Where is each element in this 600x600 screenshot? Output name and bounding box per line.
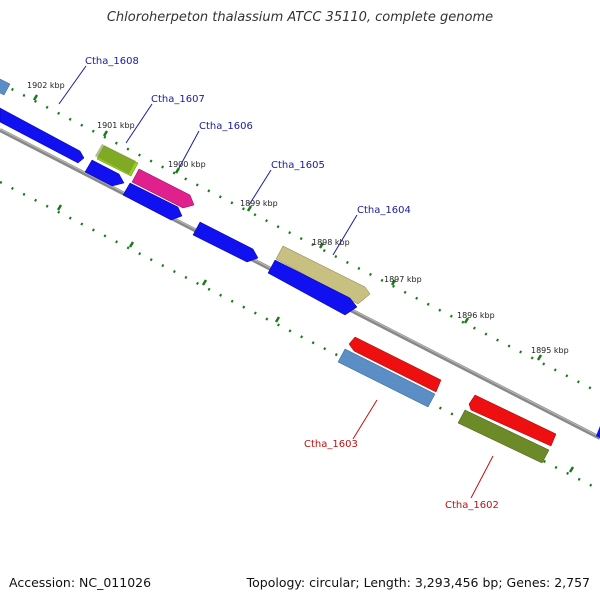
gene-label[interactable]: Ctha_1603 <box>304 439 358 450</box>
gene-feature[interactable] <box>0 107 85 164</box>
gene-label[interactable]: Ctha_1602 <box>445 500 499 511</box>
reverse-genes <box>84 159 600 464</box>
gene-label[interactable]: Ctha_1608 <box>85 56 139 67</box>
gene-feature[interactable] <box>468 394 557 447</box>
gene-feature[interactable] <box>596 426 600 438</box>
genome-stats-text: Topology: circular; Length: 3,293,456 bp… <box>246 575 590 590</box>
gene-feature[interactable] <box>84 159 125 187</box>
outer-major-ticks <box>32 94 543 361</box>
tick-label: 1900 kbp <box>168 160 206 169</box>
label-leaders <box>58 65 494 499</box>
gene-feature[interactable] <box>267 259 358 316</box>
gene-feature[interactable] <box>457 409 550 464</box>
tick-labels: 1902 kbp 1901 kbp 1900 kbp 1899 kbp 1898… <box>27 81 569 355</box>
gene-feature[interactable] <box>192 221 259 263</box>
map-title: Chloroherpeton thalassium ATCC 35110, co… <box>106 10 494 25</box>
gene-labels: Ctha_1608 Ctha_1607 Ctha_1606 Ctha_1605 … <box>85 56 499 511</box>
tick-label: 1901 kbp <box>97 121 135 130</box>
outer-tick-track <box>0 81 600 395</box>
tick-label: 1896 kbp <box>457 311 495 320</box>
gene-feature[interactable] <box>95 144 136 174</box>
gene-label[interactable]: Ctha_1604 <box>357 205 411 216</box>
tick-label: 1902 kbp <box>27 81 65 90</box>
gene-label[interactable]: Ctha_1605 <box>271 160 325 171</box>
gene-label[interactable]: Ctha_1607 <box>151 94 205 105</box>
gene-feature[interactable] <box>348 336 442 393</box>
gene-feature[interactable] <box>337 348 436 408</box>
gene-feature[interactable] <box>0 75 11 96</box>
gene-feature[interactable] <box>122 182 183 221</box>
accession-text: Accession: NC_011026 <box>9 575 152 590</box>
tick-label: 1895 kbp <box>531 346 569 355</box>
tick-label: 1897 kbp <box>384 275 422 284</box>
tick-label: 1899 kbp <box>240 199 278 208</box>
gene-feature[interactable] <box>131 168 195 209</box>
tick-label: 1898 kbp <box>312 238 350 247</box>
gene-label[interactable]: Ctha_1606 <box>199 121 253 132</box>
forward-genes <box>0 75 371 305</box>
